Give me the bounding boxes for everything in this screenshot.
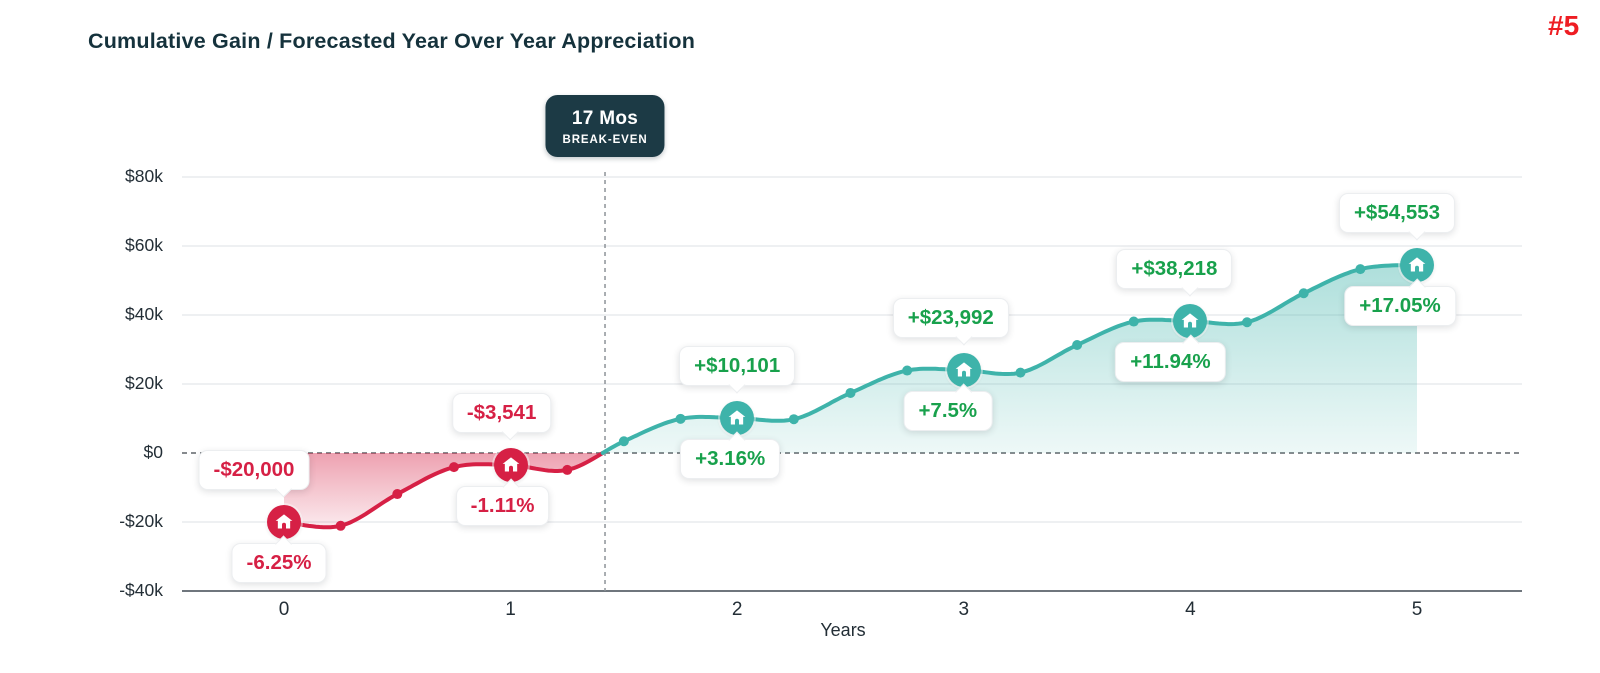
curve-dot bbox=[335, 520, 346, 531]
positive-area-fill bbox=[602, 264, 1417, 453]
figure-number-label: #5 bbox=[1548, 10, 1580, 41]
y-tick-label: -$40k bbox=[119, 580, 163, 600]
x-tick-label: 0 bbox=[278, 599, 290, 620]
curve-dot bbox=[1355, 264, 1366, 275]
year-2-yoy-tooltip: +3.16% bbox=[680, 431, 781, 480]
year-5-house-marker[interactable] bbox=[1400, 247, 1434, 282]
curve-dot bbox=[1298, 288, 1309, 299]
x-tick-label: 5 bbox=[1411, 599, 1423, 620]
year-3-house-marker[interactable] bbox=[946, 353, 981, 388]
curve-dot bbox=[788, 414, 799, 425]
curve-dot bbox=[1072, 340, 1083, 351]
year-3-yoy-tooltip: +7.5% bbox=[903, 383, 993, 432]
year-2-house-marker[interactable] bbox=[720, 401, 755, 436]
house-icon bbox=[1408, 257, 1426, 272]
year-3-gain-tooltip: +$23,992 bbox=[892, 298, 1009, 346]
y-tick-label: $80k bbox=[125, 166, 163, 186]
curve-dot bbox=[448, 462, 459, 473]
year-0-house-marker[interactable] bbox=[267, 505, 301, 539]
curve-dot bbox=[1128, 316, 1139, 327]
house-icon bbox=[955, 362, 973, 377]
house-icon bbox=[1182, 313, 1199, 328]
year-1-yoy-tooltip: -1.11% bbox=[455, 478, 550, 527]
house-icon bbox=[275, 514, 293, 529]
curve-dot bbox=[392, 489, 403, 500]
year-1-gain-tooltip: -$3,541 bbox=[451, 393, 552, 441]
curve-dot bbox=[1242, 317, 1253, 328]
year-5-gain-tooltip: +$54,553 bbox=[1338, 192, 1456, 241]
breakeven-badge: 17 Mos BREAK-EVEN bbox=[545, 95, 665, 157]
breakeven-caption: BREAK-EVEN bbox=[562, 134, 648, 146]
curve-dot bbox=[1015, 367, 1026, 378]
house-icon bbox=[728, 410, 746, 425]
year-4-gain-tooltip: +$38,218 bbox=[1116, 249, 1233, 297]
y-tick-label: $60k bbox=[125, 235, 163, 255]
curve-dot bbox=[675, 413, 686, 424]
y-tick-label: $0 bbox=[143, 442, 163, 462]
curve-dot bbox=[618, 436, 629, 447]
y-tick-label: $20k bbox=[125, 373, 163, 393]
year-4-house-marker[interactable] bbox=[1173, 304, 1208, 339]
breakeven-months-label: 17 Mos bbox=[571, 108, 639, 129]
year-0-yoy-tooltip: -6.25% bbox=[231, 535, 327, 583]
house-icon bbox=[502, 457, 519, 472]
y-tick-label: -$20k bbox=[119, 511, 163, 531]
year-5-yoy-tooltip: +17.05% bbox=[1344, 278, 1456, 326]
y-tick-label: $40k bbox=[125, 304, 163, 324]
year-0-gain-tooltip: -$20,000 bbox=[198, 450, 310, 498]
year-2-gain-tooltip: +$10,101 bbox=[679, 346, 796, 394]
negative-area-fill bbox=[284, 453, 603, 528]
curve-dot bbox=[562, 464, 573, 475]
x-axis-title: Years bbox=[820, 620, 866, 640]
year-1-house-marker[interactable] bbox=[493, 448, 528, 483]
curve-dot bbox=[902, 365, 913, 376]
x-tick-label: 4 bbox=[1185, 599, 1196, 620]
x-tick-label: 1 bbox=[505, 599, 516, 620]
curve-dot bbox=[845, 387, 856, 398]
year-4-yoy-tooltip: +11.94% bbox=[1115, 334, 1226, 383]
x-tick-label: 2 bbox=[731, 599, 743, 620]
x-tick-label: 3 bbox=[958, 599, 970, 620]
chart-title: Cumulative Gain / Forecasted Year Over Y… bbox=[88, 29, 696, 53]
